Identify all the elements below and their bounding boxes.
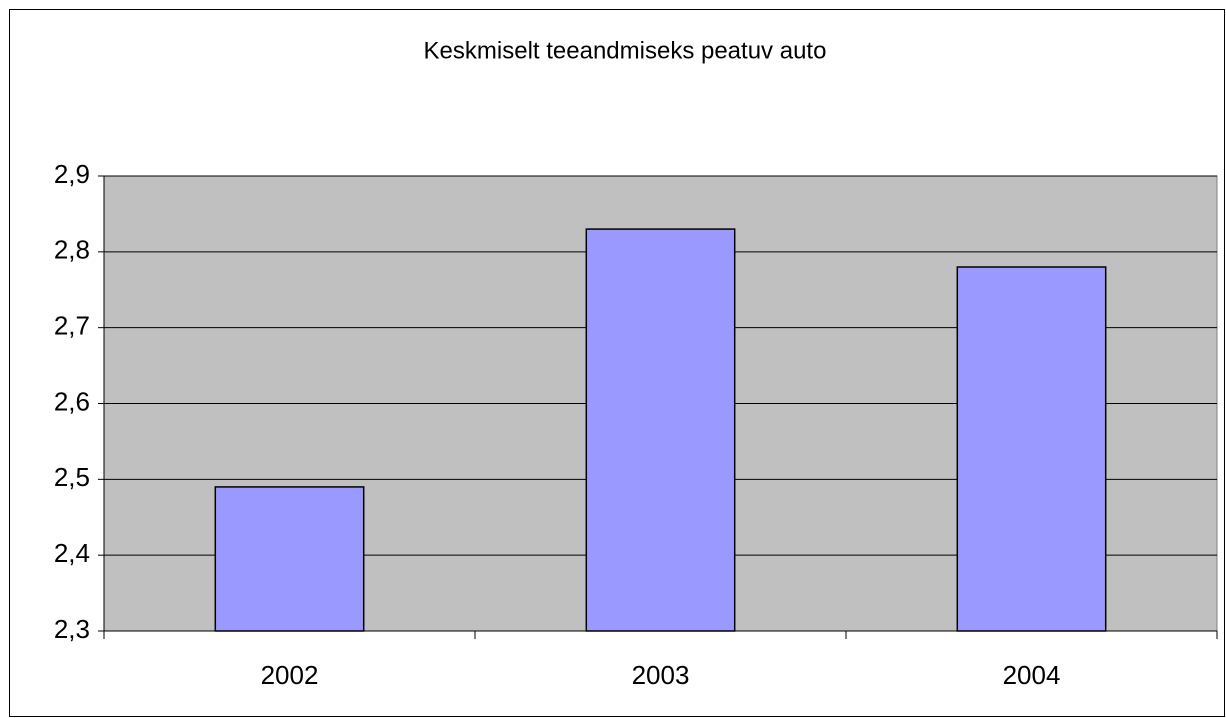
x-tick-label: 2004 bbox=[1003, 660, 1061, 690]
x-tick-label: 2003 bbox=[632, 660, 690, 690]
y-tick-label: 2,5 bbox=[54, 462, 90, 492]
bar bbox=[956, 266, 1107, 632]
y-tick-label: 2,6 bbox=[54, 386, 90, 416]
y-tick-label: 2,3 bbox=[54, 614, 90, 644]
x-tick-label: 2002 bbox=[261, 660, 319, 690]
y-tick-label: 2,9 bbox=[54, 159, 90, 189]
y-tick-label: 2,4 bbox=[54, 538, 90, 568]
y-tick-label: 2,8 bbox=[54, 235, 90, 265]
y-tick-label: 2,7 bbox=[54, 311, 90, 341]
bar bbox=[214, 486, 365, 632]
bar bbox=[585, 228, 736, 632]
chart-title: Keskmiselt teeandmiseks peatuv auto bbox=[424, 37, 827, 64]
